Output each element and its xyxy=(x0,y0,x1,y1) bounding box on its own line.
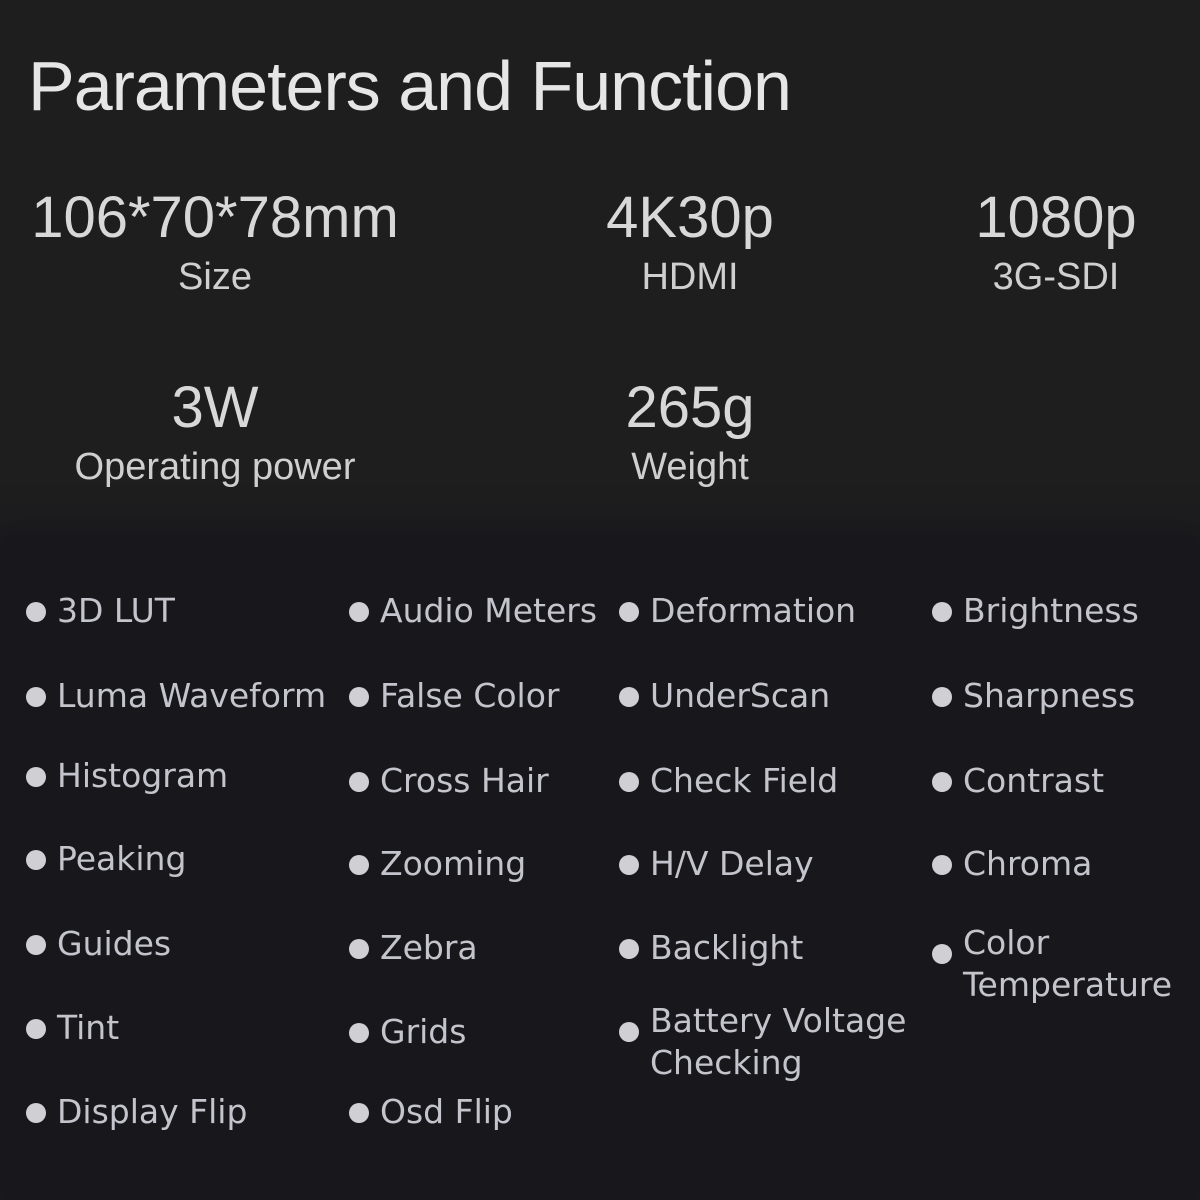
bullet-icon xyxy=(619,1022,639,1042)
feature-item: Backlight xyxy=(619,927,909,969)
feature-label: Backlight xyxy=(650,928,804,967)
feature-item: Chroma xyxy=(932,843,1182,885)
feature-item: Tint xyxy=(26,1007,336,1049)
feature-label: Guides xyxy=(57,924,172,963)
bullet-icon xyxy=(349,687,369,707)
feature-item: Sharpness xyxy=(932,675,1182,717)
bullet-icon xyxy=(619,687,639,707)
bullet-icon xyxy=(26,1019,46,1039)
feature-item: Brightness xyxy=(932,590,1182,632)
feature-item: Osd Flip xyxy=(349,1091,609,1133)
bullet-icon xyxy=(349,1103,369,1123)
feature-label: Display Flip xyxy=(57,1092,248,1131)
spec-label: Operating power xyxy=(74,446,356,488)
spec-value: 3W xyxy=(171,375,259,440)
features-panel xyxy=(10,548,1190,1188)
feature-label: Grids xyxy=(380,1012,467,1051)
feature-label: Check Field xyxy=(650,761,839,800)
feature-label: H/V Delay xyxy=(650,844,814,883)
bullet-icon xyxy=(349,939,369,959)
spec-label: Weight xyxy=(631,446,749,488)
spec-value: 265g xyxy=(625,375,755,440)
bullet-icon xyxy=(26,935,46,955)
bullet-icon xyxy=(619,855,639,875)
bullet-icon xyxy=(932,602,952,622)
spec-stat: 106*70*78mm Size xyxy=(5,186,425,300)
feature-item: Peaking xyxy=(26,838,336,880)
feature-item: Check Field xyxy=(619,760,909,802)
bullet-icon xyxy=(932,772,952,792)
bullet-icon xyxy=(26,687,46,707)
feature-item: Zebra xyxy=(349,927,609,969)
feature-label: Battery Voltage Checking xyxy=(650,1001,907,1082)
feature-item: Grids xyxy=(349,1011,609,1053)
feature-label: Tint xyxy=(57,1008,120,1047)
bullet-icon xyxy=(26,850,46,870)
feature-label: Cross Hair xyxy=(380,761,549,800)
feature-item: Contrast xyxy=(932,760,1182,802)
feature-label: Peaking xyxy=(57,839,187,878)
feature-label: False Color xyxy=(380,676,560,715)
spec-stat: 4K30p HDMI xyxy=(480,186,900,300)
feature-label: Histogram xyxy=(57,756,229,795)
bullet-icon xyxy=(932,855,952,875)
feature-item: Luma Waveform xyxy=(26,675,336,717)
feature-item: Display Flip xyxy=(26,1091,336,1133)
feature-item: UnderScan xyxy=(619,675,909,717)
bullet-icon xyxy=(349,1023,369,1043)
feature-label: Deformation xyxy=(650,591,857,630)
bullet-icon xyxy=(349,855,369,875)
feature-label: Brightness xyxy=(963,591,1139,630)
feature-item: Battery Voltage Checking xyxy=(619,1000,909,1084)
spec-value: 1080p xyxy=(975,185,1137,250)
feature-label: Luma Waveform xyxy=(57,676,327,715)
feature-item: Audio Meters xyxy=(349,590,609,632)
feature-label: UnderScan xyxy=(650,676,831,715)
feature-label: 3D LUT xyxy=(57,591,175,630)
bullet-icon xyxy=(619,602,639,622)
feature-label: Audio Meters xyxy=(380,591,598,630)
bullet-icon xyxy=(26,602,46,622)
page-title: Parameters and Function xyxy=(28,47,792,125)
feature-label: Color Temperature xyxy=(963,923,1173,1004)
bullet-icon xyxy=(619,939,639,959)
feature-label: Zooming xyxy=(380,844,527,883)
spec-label: 3G-SDI xyxy=(992,256,1120,298)
spec-label: Size xyxy=(178,256,252,298)
feature-label: Chroma xyxy=(963,844,1093,883)
feature-label: Sharpness xyxy=(963,676,1136,715)
bullet-icon xyxy=(349,772,369,792)
feature-item: Histogram xyxy=(26,755,336,797)
spec-stat: 1080p 3G-SDI xyxy=(846,186,1200,300)
feature-item: 3D LUT xyxy=(26,590,336,632)
bullet-icon xyxy=(619,772,639,792)
spec-value: 106*70*78mm xyxy=(31,185,399,250)
bullet-icon xyxy=(26,767,46,787)
spec-label: HDMI xyxy=(641,256,739,298)
feature-label: Zebra xyxy=(380,928,478,967)
feature-item: Deformation xyxy=(619,590,909,632)
bullet-icon xyxy=(349,602,369,622)
feature-item: Zooming xyxy=(349,843,609,885)
feature-item: H/V Delay xyxy=(619,843,909,885)
spec-stat: 265g Weight xyxy=(480,376,900,490)
feature-item: Color Temperature xyxy=(932,922,1182,1006)
feature-label: Contrast xyxy=(963,761,1105,800)
bullet-icon xyxy=(26,1103,46,1123)
feature-item: Cross Hair xyxy=(349,760,609,802)
spec-stat: 3W Operating power xyxy=(5,376,425,490)
spec-value: 4K30p xyxy=(606,185,774,250)
feature-label: Osd Flip xyxy=(380,1092,513,1131)
feature-item: Guides xyxy=(26,923,336,965)
bullet-icon xyxy=(932,687,952,707)
bullet-icon xyxy=(932,944,952,964)
feature-item: False Color xyxy=(349,675,609,717)
